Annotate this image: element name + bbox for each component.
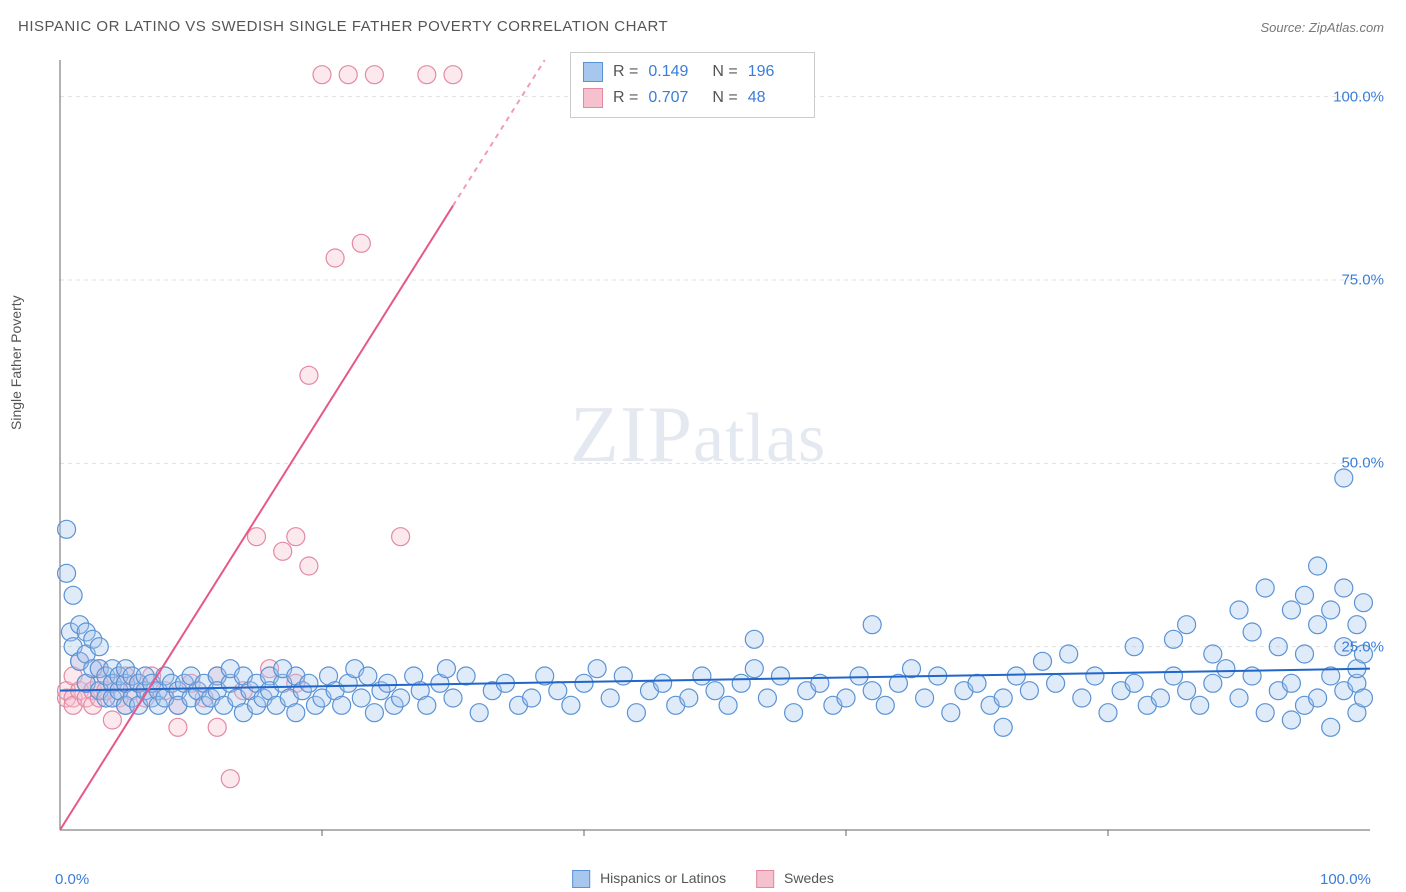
n-label: N = bbox=[712, 59, 737, 85]
scatter-plot bbox=[50, 50, 1380, 840]
swatch-swedish bbox=[583, 88, 603, 108]
correlation-stats-box: R = 0.149 N = 196 R = 0.707 N = 48 bbox=[570, 52, 815, 118]
legend-swatch-swedish bbox=[756, 870, 774, 888]
stats-row-swedish: R = 0.707 N = 48 bbox=[583, 85, 802, 111]
r-value-swedish: 0.707 bbox=[648, 85, 702, 111]
source-attribution: Source: ZipAtlas.com bbox=[1260, 20, 1384, 35]
r-value-hispanic: 0.149 bbox=[648, 59, 702, 85]
xtick-label: 0.0% bbox=[55, 871, 89, 888]
stats-row-hispanic: R = 0.149 N = 196 bbox=[583, 59, 802, 85]
ytick-label: 50.0% bbox=[1341, 455, 1384, 472]
n-value-hispanic: 196 bbox=[748, 59, 802, 85]
ytick-label: 100.0% bbox=[1333, 88, 1384, 105]
legend-label-hispanic: Hispanics or Latinos bbox=[600, 870, 726, 886]
ytick-label: 75.0% bbox=[1341, 272, 1384, 289]
xtick-label: 100.0% bbox=[1320, 871, 1371, 888]
chart-svg bbox=[50, 50, 1380, 840]
legend-swatch-hispanic bbox=[572, 870, 590, 888]
chart-title: HISPANIC OR LATINO VS SWEDISH SINGLE FAT… bbox=[18, 18, 668, 35]
swatch-hispanic bbox=[583, 62, 603, 82]
legend-bottom: Hispanics or Latinos Swedes bbox=[572, 870, 834, 888]
legend-item-hispanic: Hispanics or Latinos bbox=[572, 870, 726, 888]
y-axis-label: Single Father Poverty bbox=[8, 295, 24, 430]
n-value-swedish: 48 bbox=[748, 85, 802, 111]
legend-label-swedish: Swedes bbox=[784, 870, 834, 886]
r-label: R = bbox=[613, 59, 638, 85]
ytick-label: 25.0% bbox=[1341, 638, 1384, 655]
legend-item-swedish: Swedes bbox=[756, 870, 834, 888]
n-label: N = bbox=[712, 85, 737, 111]
r-label: R = bbox=[613, 85, 638, 111]
